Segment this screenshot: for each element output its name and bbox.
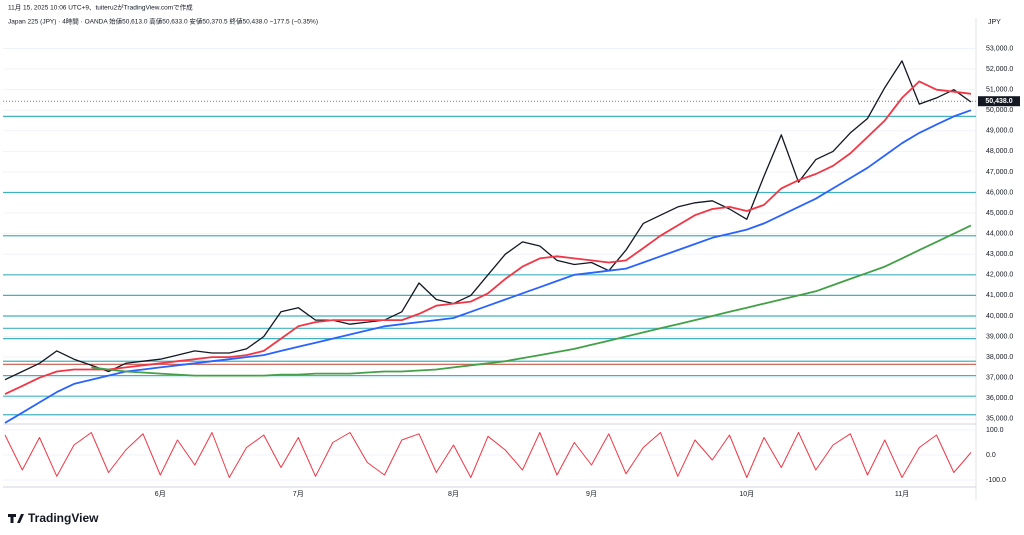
x-tick-label: 6月 bbox=[155, 490, 166, 498]
y-tick-label: 51,000.0 bbox=[986, 87, 1013, 94]
y-tick-label: 0.0 bbox=[986, 452, 996, 459]
y-tick-label: 45,000.0 bbox=[986, 210, 1013, 217]
series-line bbox=[4, 60, 972, 381]
y-tick-label: 36,000.0 bbox=[986, 395, 1013, 402]
brand: TradingView bbox=[28, 511, 99, 525]
series-line bbox=[4, 432, 972, 478]
series-line bbox=[4, 80, 972, 395]
y-tick-label: 37,000.0 bbox=[986, 375, 1013, 382]
y-tick-label: 38,000.0 bbox=[986, 354, 1013, 361]
last-price-box bbox=[978, 96, 1020, 107]
y-tick-label: 48,000.0 bbox=[986, 148, 1013, 155]
x-tick-label: 10月 bbox=[739, 490, 754, 498]
symbol-info: Japan 225 (JPY) · 4時間 · OANDA 始値50,613.0… bbox=[8, 17, 318, 26]
y-tick-label: 40,000.0 bbox=[986, 313, 1013, 320]
y-tick-label: 52,000.0 bbox=[986, 66, 1013, 73]
axis-unit: JPY bbox=[988, 19, 1001, 26]
created-note: 11月 15, 2025 10:06 UTC+9、tuiteru2がTradin… bbox=[8, 3, 193, 12]
y-tick-label: 41,000.0 bbox=[986, 292, 1013, 299]
last-price-label: 50,438.0 bbox=[985, 98, 1012, 105]
y-tick-label: 47,000.0 bbox=[986, 169, 1013, 176]
series-line bbox=[91, 224, 972, 377]
y-tick-label: 42,000.0 bbox=[986, 272, 1013, 279]
x-tick-label: 11月 bbox=[895, 490, 909, 498]
x-tick-label: 9月 bbox=[586, 490, 597, 498]
x-tick-label: 7月 bbox=[293, 490, 304, 498]
logo: TradingView bbox=[8, 511, 99, 525]
y-tick-label: 39,000.0 bbox=[986, 333, 1013, 340]
x-tick-label: 8月 bbox=[448, 490, 459, 498]
logo-icon bbox=[8, 514, 24, 523]
y-tick-label: 46,000.0 bbox=[986, 189, 1013, 196]
y-tick-label: 50,000.0 bbox=[986, 107, 1013, 114]
series-line bbox=[4, 109, 972, 424]
y-tick-label: 35,000.0 bbox=[986, 416, 1013, 423]
y-tick-label: 53,000.0 bbox=[986, 45, 1013, 52]
y-tick-label: 43,000.0 bbox=[986, 251, 1013, 258]
y-tick-label: -100.0 bbox=[986, 477, 1006, 484]
y-tick-label: 49,000.0 bbox=[986, 128, 1013, 135]
y-tick-label: 44,000.0 bbox=[986, 231, 1013, 238]
y-tick-label: 100.0 bbox=[986, 427, 1004, 434]
